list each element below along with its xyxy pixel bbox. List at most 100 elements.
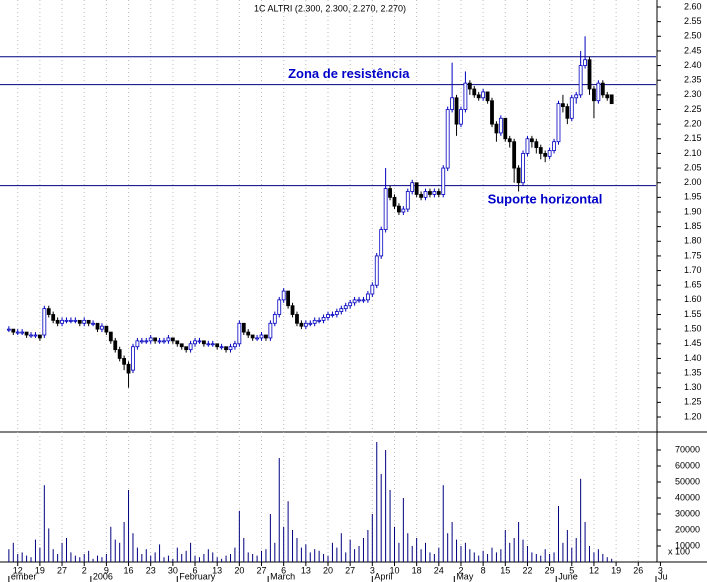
candle-body	[357, 299, 361, 302]
candle-body	[135, 340, 140, 348]
y-tick-label: 1.30	[684, 382, 702, 392]
candle-body	[224, 346, 228, 351]
month-label: 2006	[93, 571, 113, 581]
y-tick-label: 2.10	[684, 148, 702, 158]
candle-body	[343, 305, 348, 310]
candle-body	[264, 334, 268, 339]
x-tick-label: 13	[301, 565, 311, 575]
x-tick-label: 15	[500, 565, 510, 575]
y-tick-label: 2.25	[684, 104, 702, 114]
candle-body	[162, 340, 166, 343]
candle-body	[556, 103, 561, 143]
candle-body	[237, 322, 242, 345]
candle-body	[175, 340, 180, 345]
candle-body	[397, 205, 401, 213]
candle-body	[122, 358, 127, 365]
x-tick-label: 3	[658, 565, 663, 575]
volume-unit-label: x 100	[668, 546, 690, 556]
candle-body	[64, 319, 69, 322]
candle-body	[365, 293, 370, 301]
candle-body	[547, 150, 552, 157]
candle-body	[565, 106, 570, 119]
y-tick-label: 1.75	[684, 250, 702, 260]
candle-body	[95, 322, 100, 330]
candle-body	[303, 322, 308, 327]
candle-body	[476, 94, 481, 99]
y-tick-label: 1.55	[684, 309, 702, 319]
y2-tick-label: 40000	[675, 492, 700, 502]
candle-body	[104, 325, 109, 333]
x-tick-label: 16	[124, 565, 134, 575]
candle-body	[472, 88, 477, 96]
y-tick-label: 2.55	[684, 16, 702, 26]
y-tick-label: 1.95	[684, 192, 702, 202]
x-tick-label: 26	[633, 565, 643, 575]
candle-body	[583, 59, 587, 66]
candle-body	[392, 196, 397, 207]
candle-body	[20, 331, 25, 334]
month-label: April	[374, 571, 392, 581]
candle-body	[46, 308, 51, 315]
y-tick-label: 1.40	[684, 353, 702, 363]
x-tick-label: 2	[82, 565, 87, 575]
candle-body	[15, 331, 20, 334]
candle-body	[321, 317, 326, 321]
candle-body	[131, 346, 135, 371]
candle-body	[361, 299, 366, 302]
candle-body	[37, 334, 42, 339]
candle-body	[521, 153, 525, 184]
month-label: March	[270, 571, 295, 581]
x-tick-label: 12	[589, 565, 599, 575]
candle-body	[91, 322, 95, 325]
y-tick-label: 1.25	[684, 397, 702, 407]
candle-body	[600, 82, 605, 96]
candle-body	[308, 322, 313, 325]
candle-body	[193, 340, 197, 345]
candle-body	[428, 191, 432, 195]
x-tick-label: 12	[13, 565, 23, 575]
x-tick-label: 6	[193, 565, 198, 575]
month-label: February	[179, 571, 216, 581]
candle-body	[379, 229, 384, 257]
y-tick-label: 2.05	[684, 162, 702, 172]
candle-body	[587, 59, 592, 90]
candle-body	[481, 91, 486, 99]
candle-body	[334, 311, 339, 315]
candle-body	[596, 82, 601, 102]
candle-body	[113, 340, 118, 351]
candle-body	[467, 82, 472, 90]
candle-body	[485, 91, 490, 102]
candle-body	[100, 325, 104, 330]
x-tick-label: 2	[458, 565, 463, 575]
candle-body	[255, 337, 259, 340]
candle-body	[126, 363, 131, 374]
y-tick-label: 2.40	[684, 60, 702, 70]
candle-body	[82, 319, 87, 324]
candle-body	[268, 322, 273, 339]
candle-body	[286, 290, 291, 307]
candle-body	[592, 88, 596, 102]
x-tick-label: 20	[323, 565, 333, 575]
candle-body	[24, 331, 29, 336]
candle-body	[55, 319, 60, 324]
candle-body	[432, 191, 437, 195]
candle-body	[605, 94, 610, 99]
candle-body	[317, 319, 322, 322]
y-tick-label: 2.45	[684, 45, 702, 55]
x-tick-label: 13	[212, 565, 222, 575]
month-label: ember	[11, 571, 37, 581]
candle-body	[525, 138, 530, 154]
x-tick-label: 27	[345, 565, 355, 575]
x-tick-label: 20	[234, 565, 244, 575]
y-tick-label: 2.35	[684, 75, 702, 85]
candle-body	[388, 188, 392, 198]
candle-body	[250, 334, 255, 339]
candle-body	[259, 334, 264, 339]
candle-body	[490, 100, 494, 125]
y-tick-label: 1.70	[684, 265, 702, 275]
candle-body	[578, 65, 583, 96]
x-tick-label: 24	[434, 565, 444, 575]
x-tick-label: 30	[168, 565, 178, 575]
x-tick-label: 5	[569, 565, 574, 575]
candle-body	[166, 337, 171, 342]
